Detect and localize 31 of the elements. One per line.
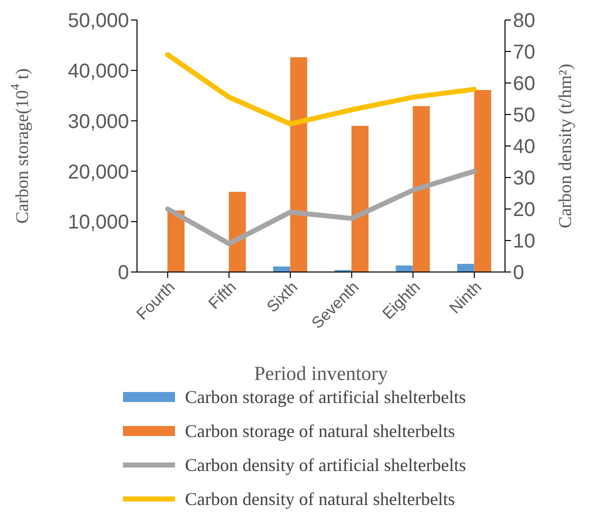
y2-tick-label: 10 (513, 230, 536, 253)
bar (167, 210, 184, 272)
bar (290, 57, 308, 272)
y2-tick-label: 60 (513, 73, 536, 96)
y2-tick-label: 80 (513, 10, 536, 32)
bar (228, 192, 246, 272)
legend-label: Carbon density of artificial shelterbelts (185, 454, 466, 476)
bar (474, 90, 492, 272)
y-tick-label: 40,000 (68, 60, 129, 82)
y2-tick-label: 30 (513, 168, 536, 190)
y-tick-label: 30,000 (68, 110, 129, 133)
bar (457, 264, 474, 272)
bar (351, 126, 368, 272)
y2-tick-label: 40 (513, 136, 536, 158)
legend-label: Carbon density of natural shelterbelts (185, 488, 455, 510)
y2-tick-label: 50 (513, 104, 536, 127)
y2-tick-label: 70 (513, 42, 536, 64)
legend-label: Carbon storage of natural shelterbelts (185, 420, 455, 442)
y2-tick-label: 20 (513, 199, 536, 222)
y2-tick-label: 0 (513, 262, 524, 284)
legend-label: Carbon storage of artificial shelterbelts (185, 386, 466, 408)
bar (412, 106, 430, 272)
y-tick-label: 20,000 (68, 161, 129, 184)
x-axis-title: Period inventory (254, 363, 388, 385)
bar (396, 265, 413, 272)
y-tick-label: 0 (118, 262, 129, 284)
y-tick-label: 50,000 (68, 10, 129, 32)
y2-axis-title: Carbon density (t/hm²) (555, 64, 575, 228)
bar (273, 266, 290, 272)
x-tick-label: Fifth (206, 278, 240, 313)
y-tick-label: 10,000 (68, 212, 129, 234)
